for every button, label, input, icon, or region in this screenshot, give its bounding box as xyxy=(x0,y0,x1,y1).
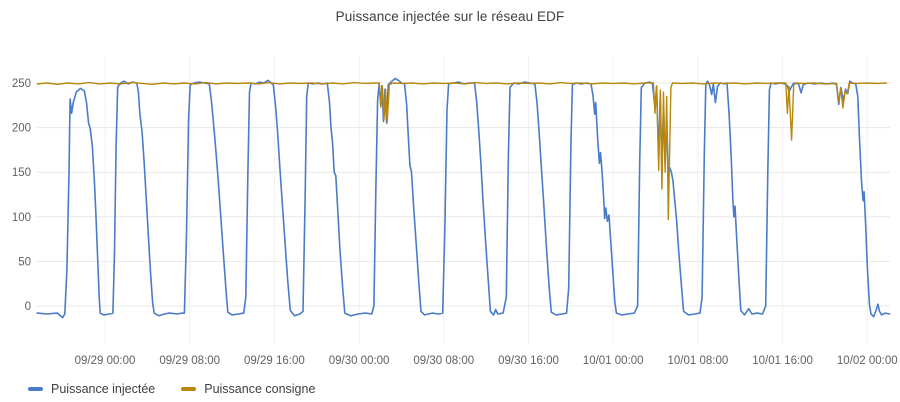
svg-text:09/29 08:00: 09/29 08:00 xyxy=(159,355,220,367)
chart-title: Puissance injectée sur le réseau EDF xyxy=(335,9,565,24)
data-series-lines xyxy=(36,77,891,319)
horizontal-gridlines xyxy=(37,82,890,307)
legend-item-injected[interactable]: Puissance injectée xyxy=(28,382,155,396)
injected-series-label: Puissance injectée xyxy=(51,382,156,396)
svg-text:200: 200 xyxy=(12,123,31,135)
consigne-series-label: Puissance consigne xyxy=(204,382,316,396)
svg-text:250: 250 xyxy=(12,78,31,90)
consigne-series-swatch xyxy=(181,387,197,391)
svg-text:09/29 00:00: 09/29 00:00 xyxy=(75,355,136,367)
svg-text:0: 0 xyxy=(25,301,31,313)
svg-text:09/29 16:00: 09/29 16:00 xyxy=(244,355,305,367)
svg-text:10/01 08:00: 10/01 08:00 xyxy=(668,355,729,367)
y-axis-tick-labels: 0 50 100 150 200 250 xyxy=(12,78,31,313)
legend-item-consigne[interactable]: Puissance consigne xyxy=(181,382,315,396)
svg-text:50: 50 xyxy=(18,256,31,268)
svg-text:10/01 16:00: 10/01 16:00 xyxy=(752,355,813,367)
svg-text:10/02 00:00: 10/02 00:00 xyxy=(837,355,898,367)
svg-text:09/30 00:00: 09/30 00:00 xyxy=(329,355,390,367)
svg-text:10/01 00:00: 10/01 00:00 xyxy=(583,355,644,367)
svg-text:09/30 08:00: 09/30 08:00 xyxy=(413,355,474,367)
chart-legend: Puissance injectée Puissance consigne xyxy=(28,382,315,396)
svg-text:100: 100 xyxy=(12,212,31,224)
svg-text:09/30 16:00: 09/30 16:00 xyxy=(498,355,559,367)
svg-text:150: 150 xyxy=(12,167,31,179)
injected-series-swatch xyxy=(28,387,43,391)
x-axis-tick-labels: 09/29 00:00 09/29 08:00 09/29 16:00 09/30 0… xyxy=(75,355,898,367)
